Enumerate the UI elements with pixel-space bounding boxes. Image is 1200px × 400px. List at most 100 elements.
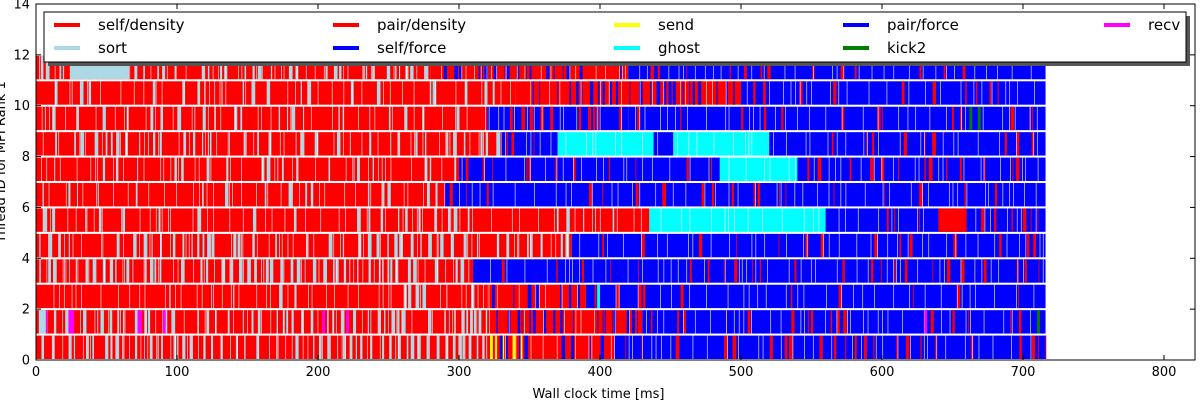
task-separator: [610, 335, 612, 359]
task-separator: [599, 208, 601, 232]
task-separator: [556, 157, 558, 181]
task-bar: [204, 81, 206, 105]
task-separator: [270, 284, 271, 309]
task-separator: [46, 157, 48, 181]
task-separator: [726, 310, 727, 334]
task-separator: [496, 55, 498, 80]
task-bar: [257, 55, 262, 80]
task-bar: [845, 335, 847, 359]
task-separator: [77, 106, 79, 131]
task-bar: [883, 183, 885, 207]
task-bar: [854, 55, 857, 80]
task-separator: [389, 81, 391, 105]
task-separator: [660, 284, 661, 309]
task-bar: [994, 208, 997, 232]
task-separator: [515, 335, 517, 359]
task-separator: [123, 233, 124, 258]
task-bar: [1010, 310, 1012, 334]
task-separator: [936, 335, 938, 359]
task-separator: [503, 106, 505, 131]
task-separator: [406, 55, 407, 80]
task-separator: [748, 284, 750, 309]
task-separator: [197, 310, 199, 334]
task-separator: [966, 183, 968, 207]
legend-label: ghost: [658, 39, 700, 57]
thread-row: [36, 310, 1046, 334]
task-separator: [788, 157, 790, 181]
task-separator: [358, 284, 359, 309]
task-bar: [182, 335, 186, 359]
task-bar: [833, 335, 837, 359]
task-bar: [496, 132, 501, 156]
task-separator: [616, 208, 618, 232]
task-separator: [100, 81, 101, 105]
task-separator: [687, 106, 688, 131]
task-bar: [360, 335, 363, 359]
task-separator: [538, 208, 539, 232]
task-bar: [807, 310, 809, 334]
task-bar: [602, 310, 604, 334]
task-separator: [164, 284, 166, 309]
task-bar: [517, 310, 521, 334]
task-separator: [637, 284, 639, 309]
task-separator: [1016, 132, 1017, 156]
task-bar: [235, 335, 238, 359]
task-bar: [886, 208, 889, 232]
task-separator: [569, 259, 570, 283]
task-separator: [922, 183, 923, 207]
task-separator: [938, 157, 940, 181]
task-bar: [291, 335, 293, 359]
task-bar: [422, 284, 427, 309]
task-separator: [63, 284, 65, 309]
task-separator: [227, 132, 229, 156]
task-bar: [732, 335, 737, 359]
task-separator: [945, 335, 947, 359]
task-bar: [635, 183, 639, 207]
task-separator: [846, 81, 848, 105]
task-separator: [530, 81, 532, 105]
task-separator: [592, 132, 594, 156]
task-separator: [455, 81, 457, 105]
task-bar: [39, 259, 41, 283]
task-separator: [185, 55, 187, 80]
task-bar: [638, 284, 642, 309]
task-bar: [301, 310, 304, 334]
task-separator: [216, 132, 218, 156]
thread-row: [36, 259, 1046, 283]
task-bar: [399, 233, 403, 258]
task-bar: [256, 335, 259, 359]
legend-label: self/force: [377, 39, 446, 57]
task-bar: [182, 81, 186, 105]
task-bar: [41, 335, 45, 359]
task-separator: [208, 81, 210, 105]
task-bar: [499, 335, 504, 359]
task-bar: [379, 259, 381, 283]
task-separator: [942, 157, 944, 181]
task-separator: [77, 259, 79, 283]
task-separator: [529, 157, 531, 181]
task-bar: [134, 335, 138, 359]
task-separator: [955, 233, 957, 258]
task-separator: [230, 157, 231, 181]
task-separator: [897, 233, 898, 258]
task-bar: [484, 55, 489, 80]
task-separator: [804, 310, 805, 334]
task-separator: [923, 335, 925, 359]
task-bar: [657, 55, 660, 80]
task-separator: [461, 284, 463, 309]
task-bar: [426, 183, 430, 207]
task-separator: [229, 208, 231, 232]
task-bar: [387, 233, 389, 258]
task-bar: [467, 208, 470, 232]
task-separator: [62, 259, 64, 283]
task-separator: [639, 183, 641, 207]
task-separator: [794, 55, 796, 80]
task-bar: [459, 55, 462, 80]
task-bar: [211, 335, 214, 359]
task-bar: [265, 259, 269, 283]
task-bar: [689, 259, 692, 283]
task-bar: [668, 81, 672, 105]
task-separator: [526, 106, 528, 131]
task-separator: [596, 157, 598, 181]
task-separator: [453, 259, 454, 283]
